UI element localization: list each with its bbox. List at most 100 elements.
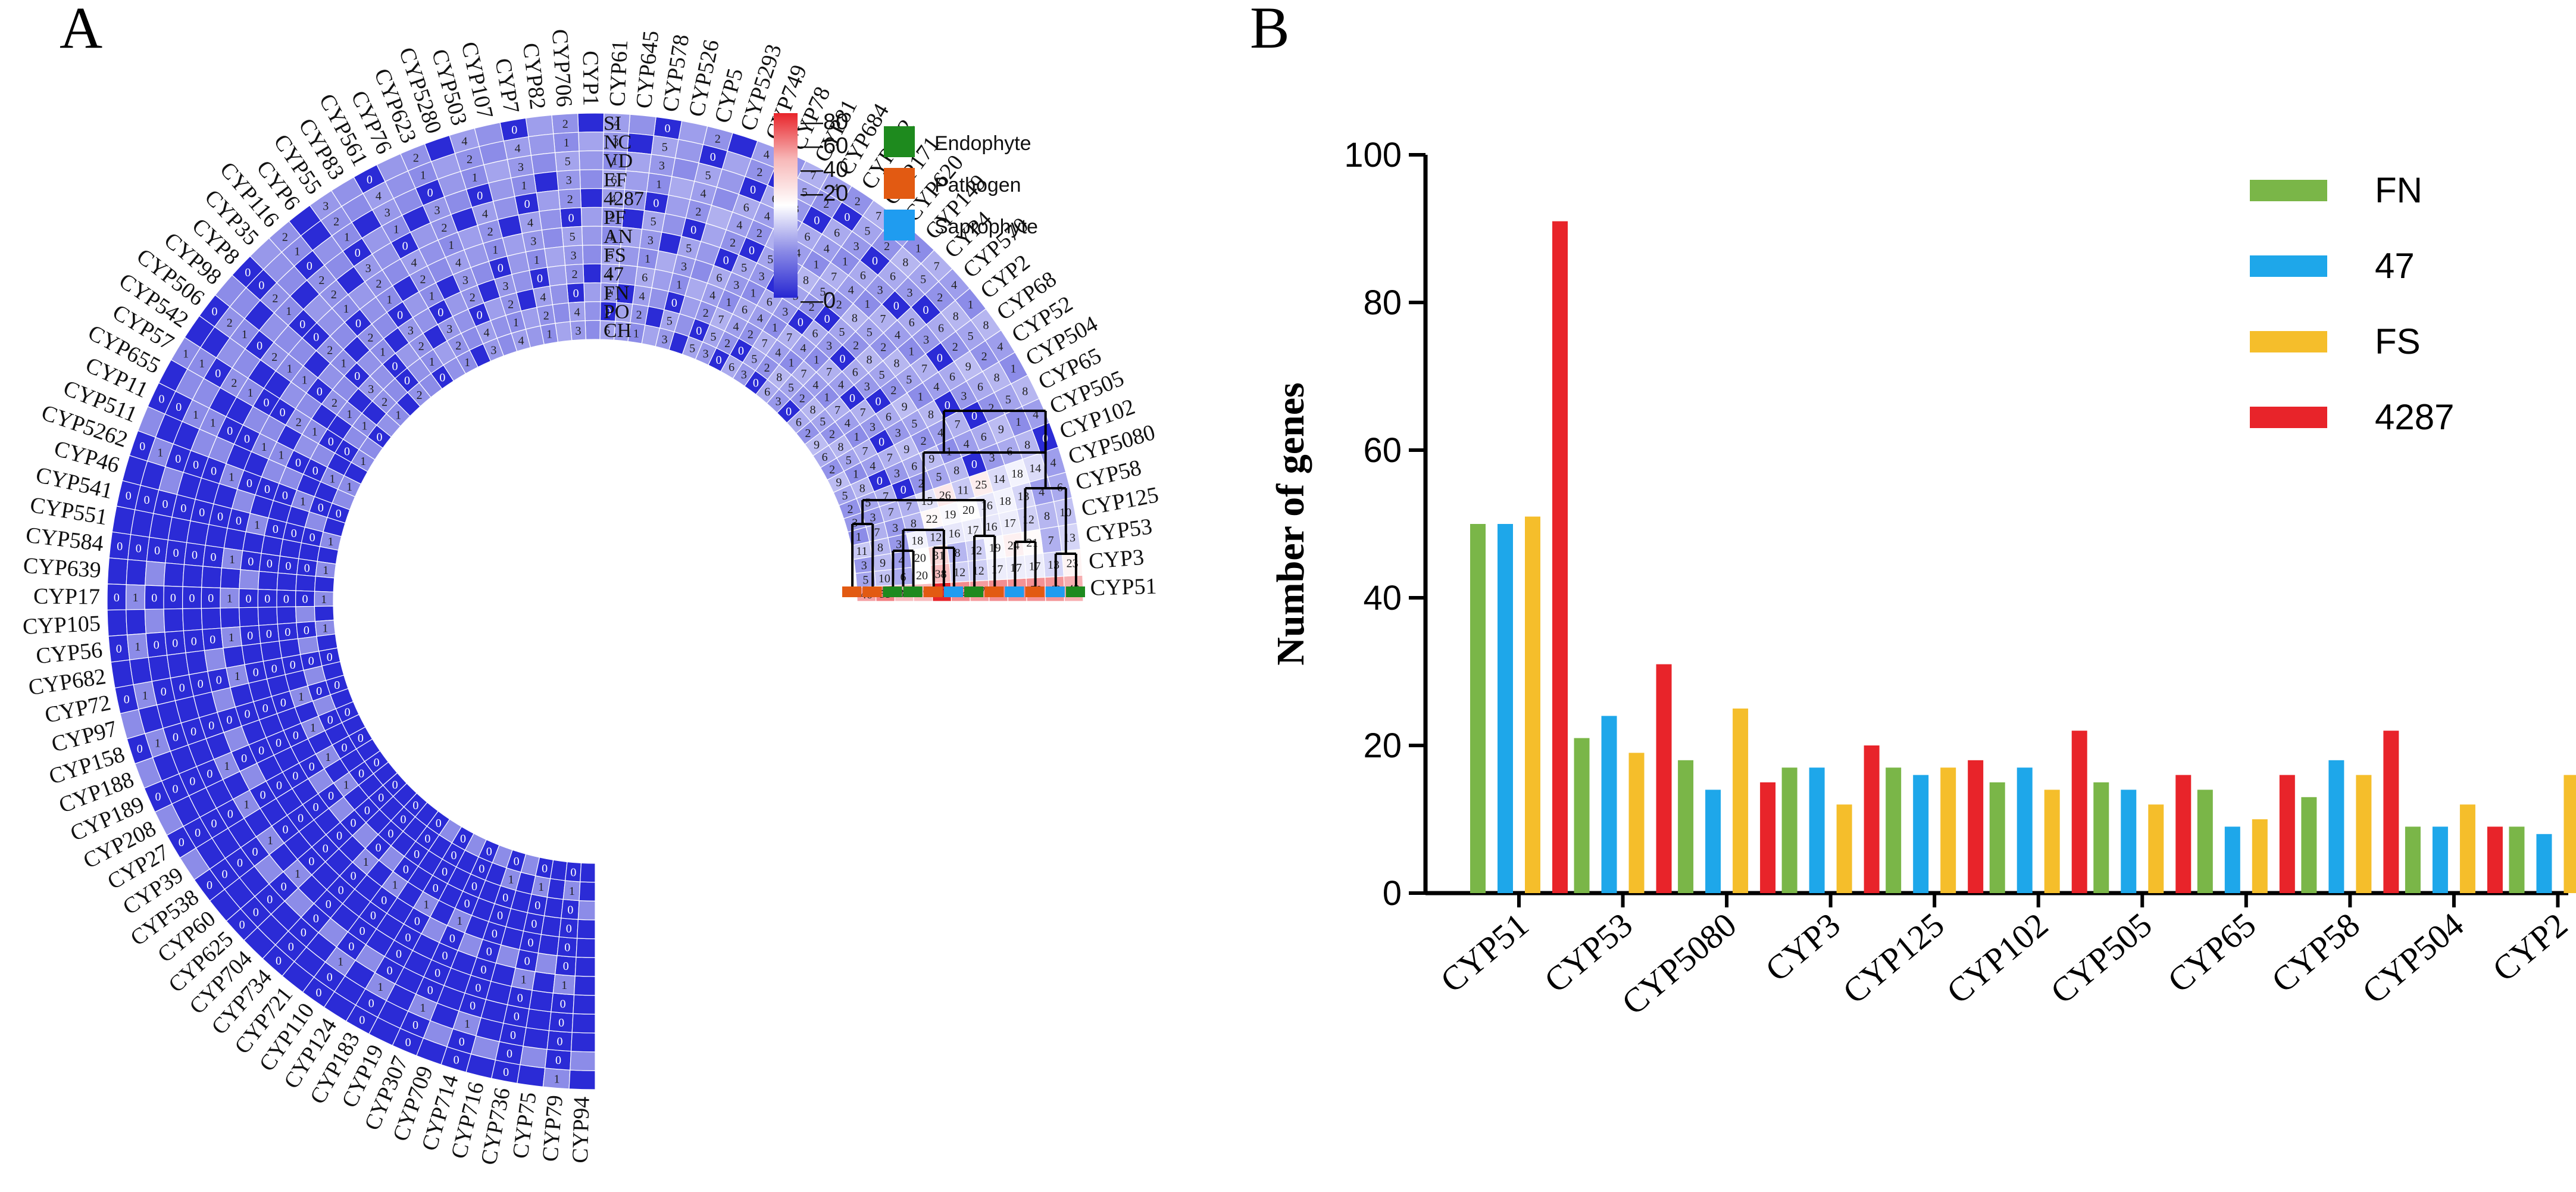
cell-value: 0	[154, 639, 160, 652]
cell-value: 0	[477, 189, 483, 202]
cell-value: 1	[546, 328, 552, 341]
cell-value: 5	[920, 273, 926, 286]
heatmap-cell	[220, 567, 241, 589]
cell-value: 4	[709, 289, 715, 302]
cell-value: 0	[879, 436, 884, 449]
cell-value: 3	[895, 426, 901, 439]
cell-value: 5	[711, 330, 717, 344]
cell-value: 1	[464, 356, 470, 369]
cell-value: 6	[611, 174, 617, 187]
cell-value: 0	[304, 624, 310, 637]
cell-value: 31	[933, 549, 945, 562]
cell-value: 2	[847, 503, 853, 516]
cell-value: 3	[576, 324, 582, 338]
cell-value: 0	[486, 946, 492, 959]
cell-value: 0	[176, 401, 182, 414]
cell-value: 0	[923, 304, 929, 317]
cell-value: 0	[403, 863, 409, 876]
heatmap-cell	[528, 133, 556, 156]
cell-value: 3	[368, 383, 374, 396]
cell-value: 1	[337, 956, 343, 969]
cell-value: 1	[183, 348, 189, 361]
cell-value: 3	[323, 199, 329, 213]
genome-label: 47	[604, 263, 624, 285]
y-tick-label: 0	[1383, 874, 1402, 913]
cell-value: 0	[364, 804, 370, 817]
cell-value: 1	[420, 1001, 426, 1015]
cell-value: 7	[801, 367, 806, 380]
cell-value: 5	[968, 330, 974, 343]
bar-4287	[1864, 745, 1880, 893]
heatmap-cell	[523, 1026, 550, 1050]
cell-value: 0	[175, 453, 181, 466]
cell-value: 11	[957, 484, 968, 497]
heatmap-cell	[540, 915, 562, 938]
cell-value: 1	[327, 535, 333, 548]
cell-value: 8	[877, 541, 883, 554]
cell-value: 0	[198, 678, 204, 691]
heatmap-cell	[580, 207, 603, 227]
heatmap-cell	[546, 878, 566, 900]
cell-value: 0	[570, 866, 576, 879]
cell-value: 0	[434, 967, 440, 980]
cell-value: 0	[374, 756, 380, 769]
cell-value: 2	[282, 231, 288, 244]
bar-fn	[1886, 767, 1902, 893]
cell-value: 2	[508, 298, 514, 311]
cell-value: 7	[718, 313, 724, 326]
cell-value: 1	[386, 293, 392, 306]
cell-value: 0	[397, 309, 403, 322]
genome-label: AN	[604, 226, 633, 248]
x-tick-label: CYP125	[1836, 905, 1952, 1011]
cell-value: 0	[937, 351, 943, 364]
heatmap-cell	[583, 282, 602, 302]
cell-value: 4	[461, 135, 467, 148]
cell-value: 0	[271, 662, 277, 675]
cell-value: 0	[328, 435, 334, 448]
cell-value: 0	[136, 542, 142, 556]
x-tick-label: CYP3	[1758, 905, 1847, 989]
cell-value: 8	[902, 256, 908, 269]
cell-value: 1	[229, 471, 235, 484]
cell-value: 4	[1033, 408, 1039, 422]
legend-label: 4287	[2375, 397, 2454, 437]
cell-value: 0	[260, 789, 266, 802]
cell-value: 2	[441, 221, 447, 235]
cell-value: 2	[420, 273, 426, 286]
cell-value: 8	[955, 547, 961, 560]
legend-swatch	[2250, 331, 2327, 352]
cell-value: 1	[854, 430, 859, 444]
heatmap-cell	[581, 226, 602, 246]
cell-value: 0	[195, 826, 201, 840]
cell-value: 0	[291, 527, 297, 540]
cell-value: 0	[507, 1047, 512, 1060]
cell-value: 0	[723, 254, 729, 267]
cell-value: 8	[859, 482, 865, 495]
cell-value: 0	[267, 893, 273, 906]
cell-value: 0	[498, 262, 504, 275]
lifestyle-cluster-bar	[842, 586, 1085, 597]
circular-heatmap: 4249505051475291393855462313171717121238…	[107, 113, 1084, 1090]
bar-chart-legend: FN 47 FS 4287	[2250, 170, 2454, 437]
cell-value: 2	[853, 339, 859, 352]
cell-value: 6	[729, 361, 734, 374]
heatmap-cell	[532, 971, 556, 994]
cell-value: 0	[527, 936, 533, 949]
genome-label: FN	[604, 282, 629, 304]
cluster-swatch	[862, 586, 882, 597]
cell-value: 1	[393, 223, 399, 236]
cell-value: 4	[848, 283, 854, 297]
cell-value: 2	[715, 133, 721, 146]
cluster-swatch	[1065, 586, 1085, 597]
cell-value: 25	[975, 478, 987, 491]
cell-value: 9	[902, 401, 908, 414]
family-label: CYP51	[1090, 574, 1157, 601]
cell-value: 19	[944, 508, 956, 521]
y-tick-label: 40	[1363, 579, 1402, 617]
cell-value: 17	[967, 524, 979, 537]
cell-value: 5	[565, 155, 571, 168]
cell-value: 2	[562, 117, 568, 130]
cell-value: 6	[642, 271, 648, 284]
